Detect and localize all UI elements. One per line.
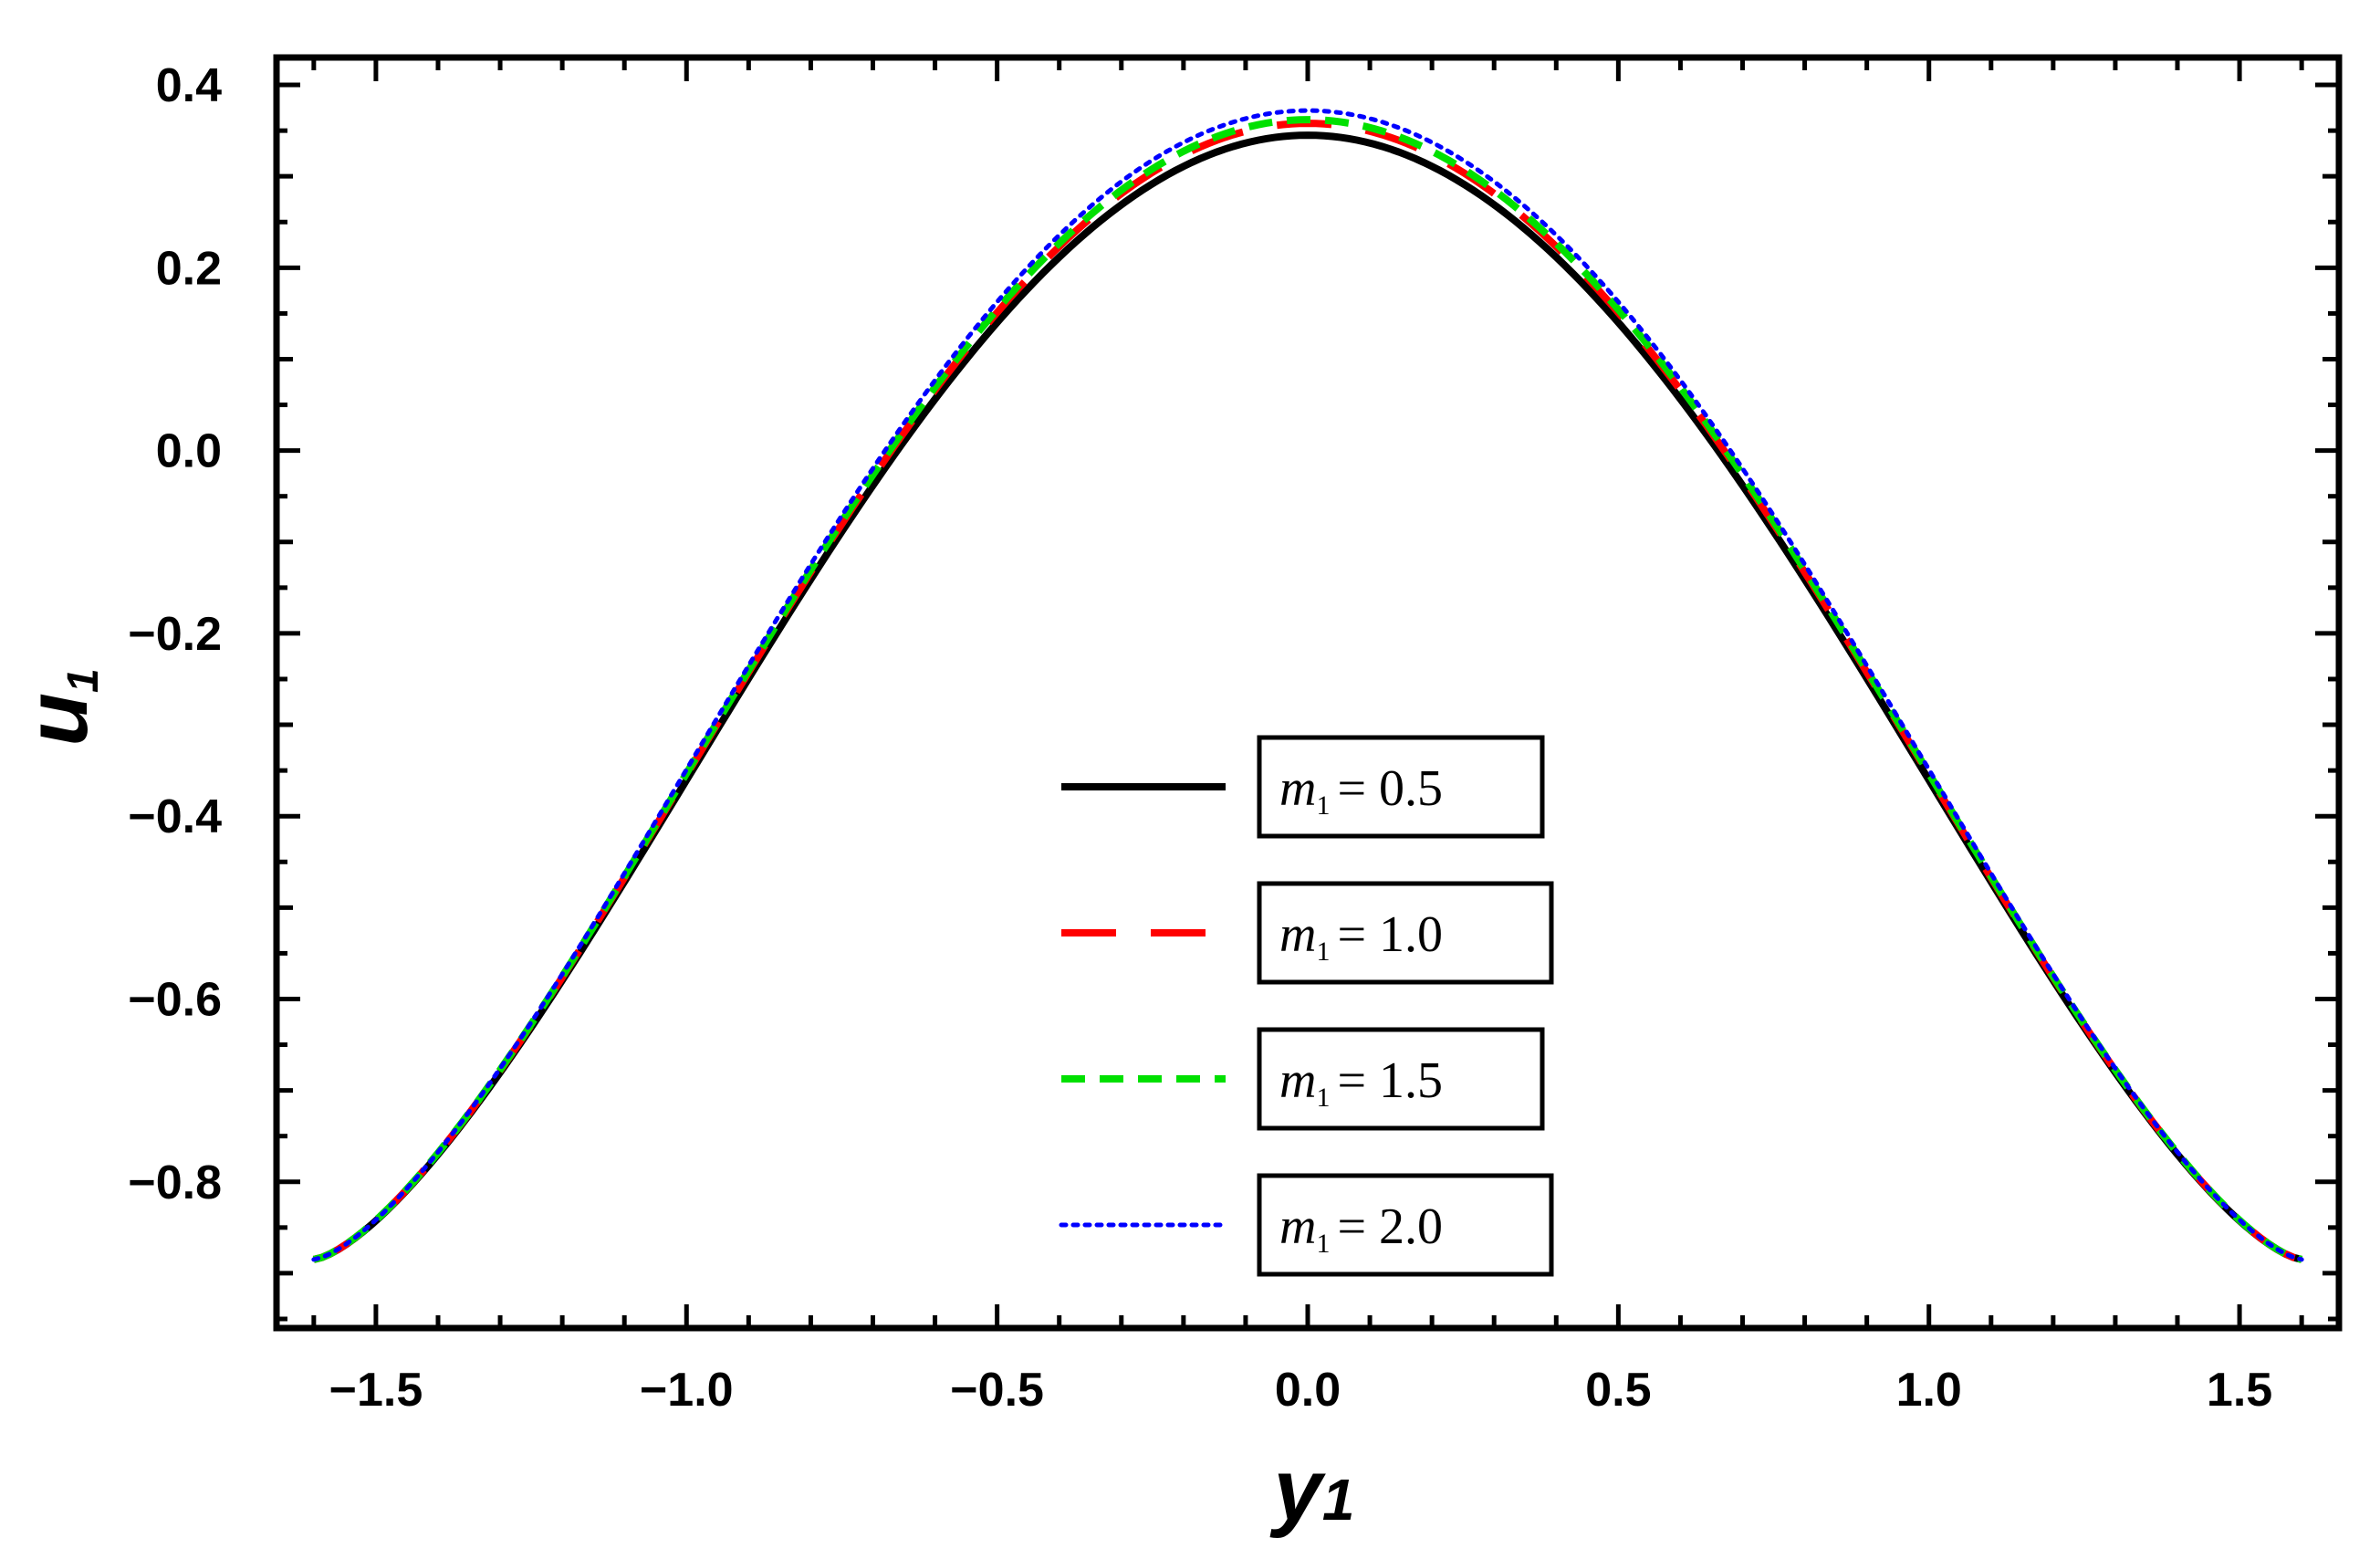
y-tick-label: −0.8 <box>128 1156 222 1209</box>
x-tick-label: 1.5 <box>2207 1364 2272 1417</box>
legend-label: m1 = 1.5 <box>1279 1052 1443 1113</box>
y-tick-label: −0.4 <box>128 790 222 843</box>
x-tick-labels: −1.5 −1.0 −0.5 0.0 0.5 1.0 1.5 <box>329 1364 2273 1417</box>
legend-box <box>1257 1173 1554 1277</box>
plot-frame <box>273 54 2343 1332</box>
series-lines <box>311 108 2304 1263</box>
legend: m1 = 0.5 m1 = 1.0 m1 = 1.5 m1 = 2.0 <box>1059 735 1554 1277</box>
x-tick-label: 1.0 <box>1896 1364 1962 1417</box>
legend-label: m1 = 2.0 <box>1279 1198 1443 1259</box>
y-tick-label: −0.2 <box>128 608 222 661</box>
tick-marks <box>277 58 2339 1328</box>
legend-item: m1 = 0.5 <box>1061 735 1545 839</box>
x-tick-label: 0.5 <box>1585 1364 1651 1417</box>
legend-label: m1 = 1.0 <box>1279 906 1443 967</box>
x-tick-label: −0.5 <box>950 1364 1044 1417</box>
legend-box <box>1257 1027 1545 1131</box>
legend-item: m1 = 1.5 <box>1061 1027 1545 1131</box>
y-tick-label: 0.2 <box>156 242 222 295</box>
legend-label: m1 = 0.5 <box>1279 760 1443 821</box>
x-tick-label: −1.0 <box>640 1364 734 1417</box>
y-tick-label: 0.0 <box>156 425 222 478</box>
legend-box <box>1257 735 1545 839</box>
legend-item: m1 = 1.0 <box>1061 881 1554 985</box>
y-tick-label: −0.6 <box>128 973 222 1026</box>
legend-box <box>1257 881 1554 985</box>
series-line-4 <box>311 108 2304 1262</box>
x-axis-title: y1 <box>1270 1441 1355 1539</box>
legend-item: m1 = 2.0 <box>1059 1173 1554 1277</box>
x-tick-label: −1.5 <box>329 1364 423 1417</box>
x-tick-label: 0.0 <box>1275 1364 1341 1417</box>
y-tick-label: 0.4 <box>156 59 222 112</box>
y-axis-title: u1 <box>8 668 108 746</box>
y-tick-labels: −0.8 −0.6 −0.4 −0.2 0.0 0.2 0.4 <box>128 59 222 1209</box>
